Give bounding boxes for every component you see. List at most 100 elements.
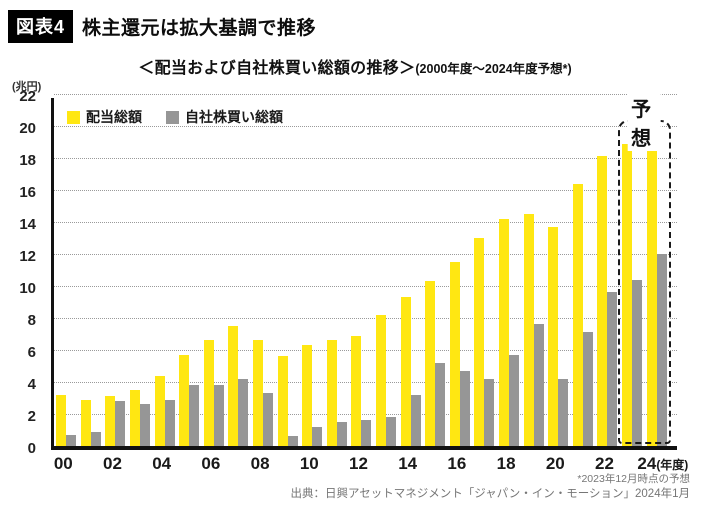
x-tick-label-12: 12: [349, 454, 368, 473]
x-tick-label-20: 20: [545, 454, 565, 473]
legend-item-buybacks: 自社株買い総額: [166, 107, 283, 127]
legend-label-buybacks: 自社株買い総額: [185, 109, 283, 125]
x-tick-label-02: 02: [103, 454, 122, 473]
buyback-bar: [656, 254, 667, 446]
x-tick-label-06: 06: [201, 454, 221, 473]
buyback-bar: [435, 362, 446, 446]
bar-group-14: [398, 94, 423, 446]
dividend-bar: [302, 345, 313, 446]
x-tick-label-08: 08: [250, 454, 270, 473]
legend-item-dividends: 配当総額: [67, 107, 142, 127]
bar-group-00: [54, 94, 79, 446]
bar-group-15: [423, 94, 448, 446]
buyback-swatch-icon: [166, 110, 179, 124]
legend-label-dividends: 配当総額: [86, 109, 142, 125]
bar-group-12: [349, 94, 374, 446]
buyback-bar: [558, 378, 569, 446]
x-tick-label-16: 16: [447, 454, 467, 473]
y-tick-label: 14: [19, 216, 36, 233]
x-tick-label-00: 00: [53, 454, 73, 473]
dividend-bar: [56, 394, 67, 446]
bar-group-08: [251, 94, 276, 446]
buyback-bar: [287, 436, 298, 446]
y-tick-label: 16: [19, 184, 36, 201]
dividend-bar: [326, 340, 337, 446]
gridline: [54, 286, 677, 287]
buyback-bar: [312, 426, 323, 446]
chart-title-main: ＜配当および自社株買い総額の推移＞: [138, 60, 416, 77]
figure-number-badge: 図表4: [8, 10, 74, 43]
chart-legend: 配当総額 自社株買い総額: [67, 107, 283, 127]
buyback-bar: [263, 393, 274, 446]
y-tick-label: 0: [27, 440, 36, 457]
dividend-bar: [351, 335, 362, 446]
buyback-bar: [189, 385, 200, 446]
bar-group-13: [374, 94, 399, 446]
bar-group-09: [275, 94, 300, 446]
bar-group-01: [79, 94, 104, 446]
buyback-bar: [238, 378, 249, 446]
dividend-bar: [80, 399, 91, 446]
x-tick-label-18: 18: [496, 454, 516, 473]
x-tick-label-24: 24(年度): [637, 454, 689, 473]
gridline: [54, 350, 677, 351]
dividend-bar: [621, 143, 632, 446]
plot-area: 配当総額 自社株買い総額 予想: [51, 93, 677, 450]
gridline: [54, 318, 677, 319]
buyback-bar: [631, 279, 642, 446]
buyback-bar: [533, 324, 544, 446]
gridline: [54, 382, 677, 383]
y-tick-label: 6: [27, 344, 36, 361]
bar-group-22: [595, 94, 620, 446]
dividend-bar: [105, 396, 116, 446]
x-tick-label-22: 22: [595, 454, 614, 473]
x-axis-tick-labels: 00 02 04 06 08 10 12 14 16 18 20 22 24(年度): [51, 454, 688, 480]
buyback-bar: [90, 431, 101, 446]
dividend-bar: [646, 127, 657, 446]
dividend-bar: [228, 326, 239, 446]
y-tick-label: 8: [27, 312, 36, 329]
gridline: [54, 158, 677, 159]
bar-group-05: [177, 94, 202, 446]
footnote: *2023年12月時点の予想: [577, 473, 690, 485]
bar-group-11: [325, 94, 350, 446]
dividend-bar: [572, 183, 583, 446]
dividend-bar: [449, 262, 460, 446]
figure-footer: *2023年12月時点の予想 出典：日興アセットマネジメント「ジャパン・イン・モ…: [290, 473, 690, 502]
y-tick-label: 18: [19, 152, 36, 169]
y-tick-label: 2: [27, 408, 36, 425]
buyback-bar: [410, 394, 421, 446]
forecast-label: 予想: [628, 93, 661, 151]
buyback-bar: [582, 332, 593, 446]
y-tick-label: 22: [19, 88, 36, 105]
figure-title: 株主還元は拡大基調で推移: [82, 18, 317, 39]
forecast-dashed-box: [617, 120, 671, 444]
bar-group-24: [644, 94, 669, 446]
dividend-bar: [597, 156, 608, 446]
bar-group-10: [300, 94, 325, 446]
buyback-bar: [115, 401, 126, 446]
chart-title: ＜配当および自社株買い総額の推移＞(2000年度～2024年度予想*): [0, 54, 710, 78]
buyback-bar: [164, 399, 175, 446]
y-axis-tick-labels: 0 2 4 6 8 10 12 14 16 18 20 22: [0, 88, 44, 457]
x-tick-label-04: 04: [152, 454, 172, 473]
bar-group-17: [472, 94, 497, 446]
bar-group-02: [103, 94, 128, 446]
bar-group-16: [448, 94, 473, 446]
buyback-bar: [484, 378, 495, 446]
x-tick-label-14: 14: [398, 454, 418, 473]
dividend-bar: [400, 297, 411, 446]
dividend-bar: [376, 314, 387, 446]
y-tick-label: 12: [19, 248, 36, 265]
bar-group-06: [202, 94, 227, 446]
bar-series: [54, 94, 669, 446]
buyback-bar: [386, 417, 397, 446]
bar-group-19: [521, 94, 546, 446]
dividend-bar: [203, 340, 214, 446]
dividend-bar: [154, 375, 165, 446]
dividend-bar: [277, 356, 288, 446]
dividend-bar: [425, 281, 436, 446]
bar-group-21: [570, 94, 595, 446]
buyback-bar: [607, 292, 618, 446]
gridline: [54, 126, 677, 127]
